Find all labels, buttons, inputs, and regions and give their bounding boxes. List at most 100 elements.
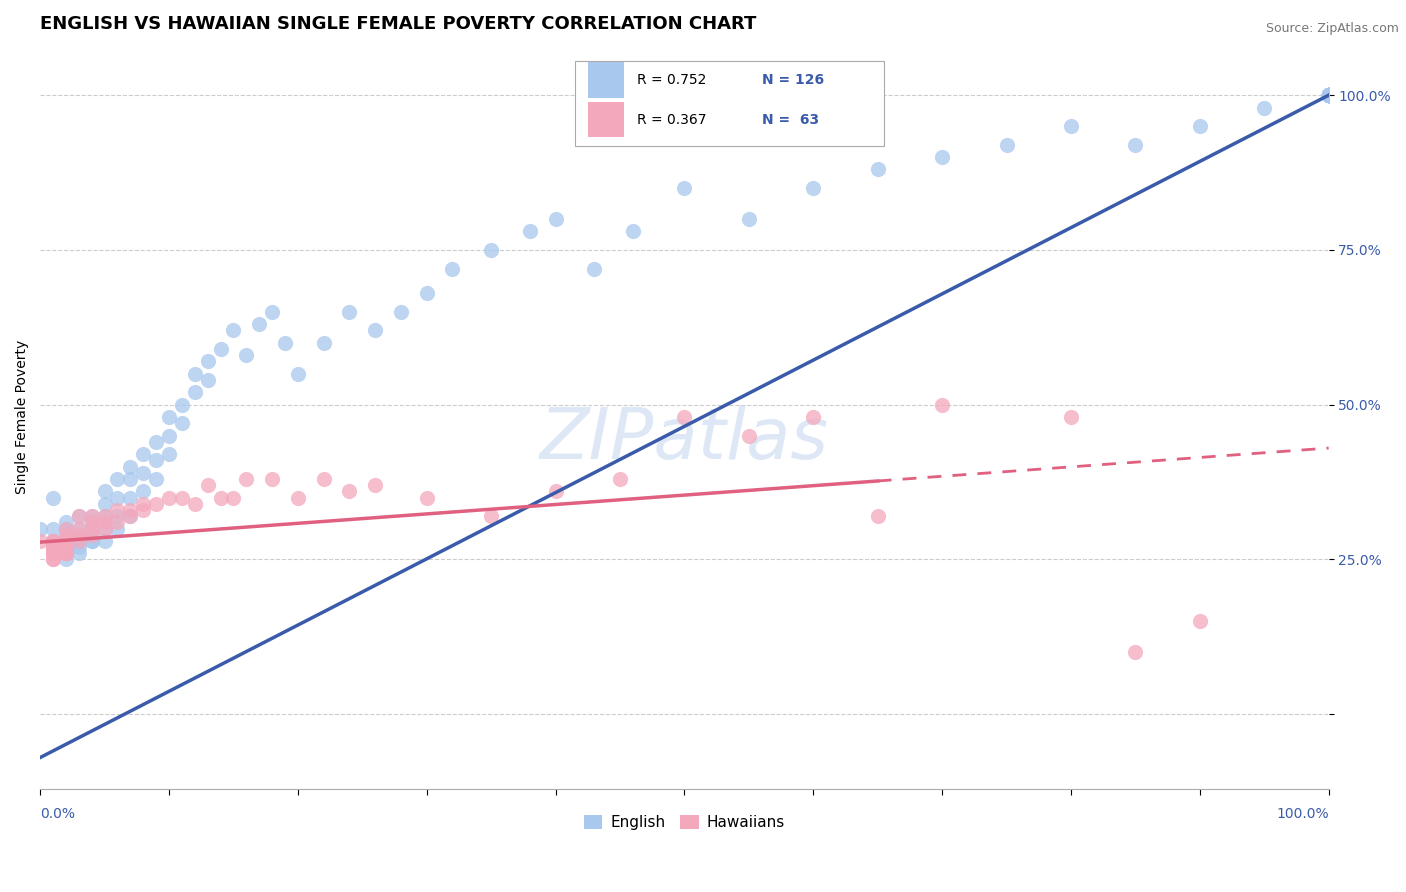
Point: [55, 552, 77, 566]
Point: [1317, 88, 1340, 103]
Point: [93, 484, 115, 499]
Point: [67, 533, 90, 548]
Point: [1317, 88, 1340, 103]
Point: [287, 367, 309, 381]
Point: [67, 522, 90, 536]
Point: [673, 181, 696, 195]
Point: [42, 540, 65, 554]
Point: [42, 552, 65, 566]
Point: [55, 533, 77, 548]
Point: [55, 522, 77, 536]
Point: [337, 305, 360, 319]
Point: [55, 533, 77, 548]
Point: [1060, 410, 1083, 425]
Point: [441, 261, 464, 276]
Text: ENGLISH VS HAWAIIAN SINGLE FEMALE POVERTY CORRELATION CHART: ENGLISH VS HAWAIIAN SINGLE FEMALE POVERT…: [41, 15, 756, 33]
FancyBboxPatch shape: [588, 102, 624, 137]
Point: [1317, 88, 1340, 103]
Point: [80, 533, 103, 548]
Point: [93, 533, 115, 548]
Point: [479, 243, 502, 257]
Text: Source: ZipAtlas.com: Source: ZipAtlas.com: [1265, 22, 1399, 36]
Text: 0.0%: 0.0%: [41, 807, 75, 822]
Point: [132, 484, 155, 499]
Point: [1317, 88, 1340, 103]
Point: [42, 533, 65, 548]
Point: [93, 509, 115, 524]
Point: [157, 410, 180, 425]
Point: [80, 509, 103, 524]
Point: [42, 540, 65, 554]
Point: [170, 491, 193, 505]
Point: [55, 546, 77, 560]
Point: [42, 540, 65, 554]
Point: [67, 533, 90, 548]
Point: [30, 533, 52, 548]
Point: [55, 533, 77, 548]
Point: [1317, 88, 1340, 103]
Point: [1317, 88, 1340, 103]
Point: [415, 491, 437, 505]
Point: [42, 540, 65, 554]
Point: [80, 509, 103, 524]
Point: [93, 509, 115, 524]
Point: [55, 540, 77, 554]
Point: [738, 212, 761, 227]
Point: [145, 434, 167, 449]
Point: [1125, 137, 1147, 152]
Point: [1317, 88, 1340, 103]
Point: [1317, 88, 1340, 103]
Point: [1317, 88, 1340, 103]
Point: [55, 527, 77, 541]
Point: [120, 472, 142, 486]
Point: [132, 447, 155, 461]
Point: [364, 478, 387, 492]
Point: [1317, 88, 1340, 103]
Point: [1317, 88, 1340, 103]
Point: [157, 491, 180, 505]
Text: R = 0.367: R = 0.367: [637, 112, 706, 127]
Point: [621, 224, 644, 238]
Point: [583, 261, 606, 276]
Point: [287, 491, 309, 505]
Point: [67, 533, 90, 548]
Point: [93, 522, 115, 536]
Point: [1253, 101, 1275, 115]
Point: [260, 472, 283, 486]
Point: [93, 497, 115, 511]
Point: [93, 522, 115, 536]
Point: [274, 335, 297, 350]
Point: [42, 533, 65, 548]
Point: [1317, 88, 1340, 103]
Point: [55, 546, 77, 560]
Point: [1317, 88, 1340, 103]
Point: [170, 417, 193, 431]
Point: [157, 447, 180, 461]
Point: [415, 286, 437, 301]
Point: [1317, 88, 1340, 103]
Point: [145, 472, 167, 486]
Point: [132, 497, 155, 511]
Point: [1188, 615, 1211, 629]
Point: [42, 546, 65, 560]
Point: [1317, 88, 1340, 103]
Point: [42, 552, 65, 566]
Point: [866, 509, 889, 524]
Point: [209, 491, 232, 505]
Point: [42, 491, 65, 505]
Point: [107, 509, 129, 524]
Point: [1125, 645, 1147, 659]
Point: [55, 516, 77, 530]
Point: [107, 503, 129, 517]
Point: [1317, 88, 1340, 103]
Point: [801, 410, 824, 425]
Point: [544, 212, 567, 227]
Point: [80, 516, 103, 530]
Point: [260, 305, 283, 319]
Point: [145, 453, 167, 467]
Point: [67, 522, 90, 536]
Point: [312, 472, 335, 486]
Point: [312, 335, 335, 350]
Point: [1317, 88, 1340, 103]
Point: [197, 373, 219, 387]
